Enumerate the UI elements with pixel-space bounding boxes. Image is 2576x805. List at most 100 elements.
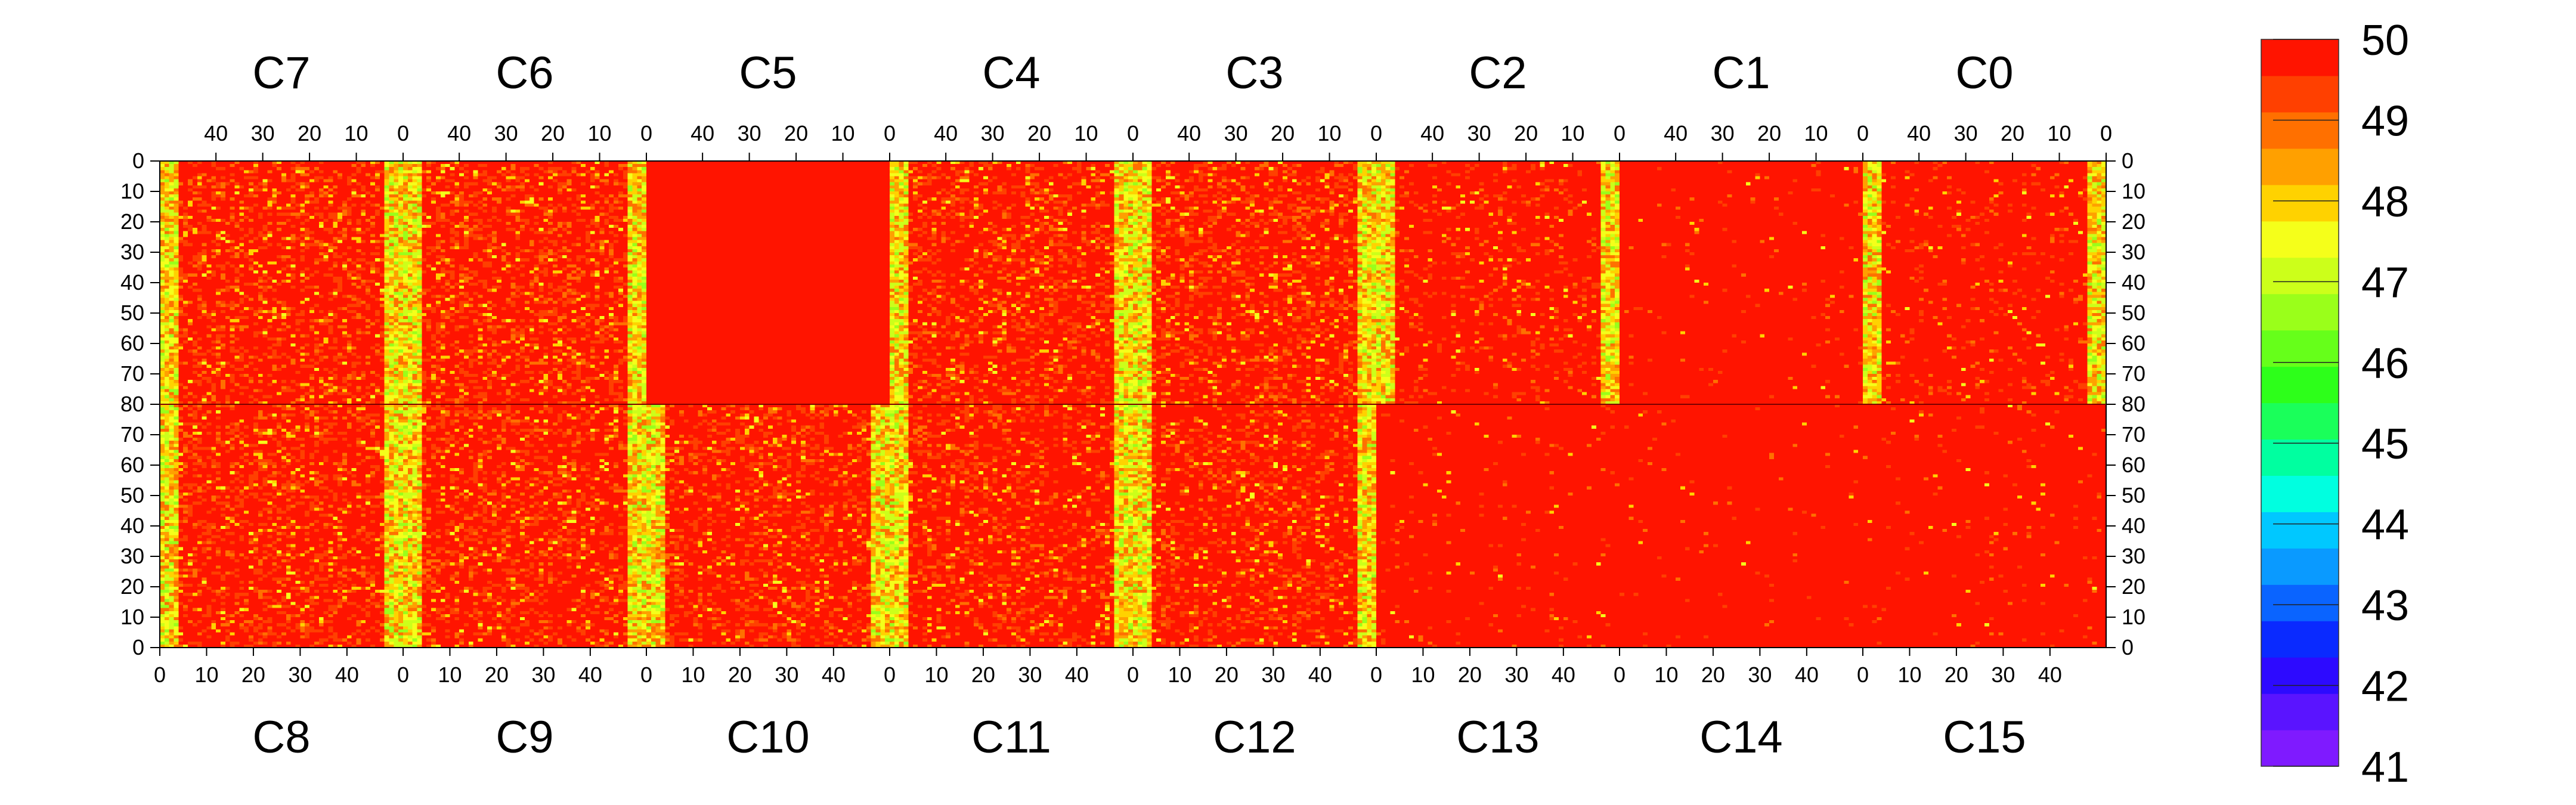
bottom-x-tick-label: 40 <box>1065 662 1089 687</box>
y-tick-label: 70 <box>120 422 144 447</box>
colorbar-swatch <box>2261 366 2339 404</box>
y-tick-label: 10 <box>120 179 144 203</box>
colorbar-swatch <box>2261 148 2339 185</box>
top-x-tick-label: 40 <box>204 121 228 145</box>
top-x-tick-label: 10 <box>831 121 855 145</box>
top-x-tick-label: 40 <box>1420 121 1444 145</box>
top-x-tick-label: 10 <box>588 121 612 145</box>
y-tick-label: 20 <box>120 209 144 234</box>
top-x-tick-label: 10 <box>1804 121 1828 145</box>
bottom-x-tick-label: 30 <box>1991 662 2015 687</box>
y-tick-label: 20 <box>120 574 144 599</box>
bottom-x-tick-label: 40 <box>335 662 359 687</box>
bottom-x-tick-label: 0 <box>1370 662 1382 687</box>
top-x-tick-label: 30 <box>981 121 1005 145</box>
top-x-tick-label: 30 <box>738 121 761 145</box>
top-x-tick-label: 10 <box>2048 121 2072 145</box>
top-x-tick-label: 0 <box>2100 121 2112 145</box>
y-tick-label: 20 <box>2122 574 2145 599</box>
top-x-tick-label: 30 <box>494 121 518 145</box>
chip-label-c13: C13 <box>1456 712 1539 763</box>
bottom-x-tick-label: 30 <box>1261 662 1285 687</box>
chip-label-c4: C4 <box>982 48 1040 98</box>
top-x-tick-label: 40 <box>934 121 958 145</box>
top-x-tick-label: 20 <box>784 121 808 145</box>
top-x-tick-label: 0 <box>640 121 652 145</box>
top-x-tick-label: 10 <box>1075 121 1098 145</box>
heatmap-plot-area <box>159 160 2107 648</box>
colorbar-swatch <box>2261 584 2339 621</box>
chip-label-c7: C7 <box>252 48 310 98</box>
bottom-x-tick-label: 0 <box>397 662 409 687</box>
chip-label-c3: C3 <box>1225 48 1283 98</box>
top-x-tick-label: 40 <box>1664 121 1688 145</box>
colorbar-swatch <box>2261 184 2339 222</box>
top-x-tick-label: 10 <box>345 121 369 145</box>
colorbar-swatch <box>2261 221 2339 258</box>
y-tick-label: 80 <box>120 392 144 416</box>
top-x-tick-label: 20 <box>2001 121 2024 145</box>
bottom-x-tick-label: 30 <box>288 662 312 687</box>
y-tick-label: 10 <box>2122 605 2145 629</box>
colorbar-tick-label: 42 <box>2361 663 2409 711</box>
bottom-x-tick-label: 10 <box>1897 662 1921 687</box>
bottom-x-tick-label: 40 <box>1795 662 1819 687</box>
bottom-x-tick-label: 30 <box>1504 662 1528 687</box>
bottom-x-tick-label: 30 <box>775 662 798 687</box>
top-x-tick-label: 0 <box>1370 121 1382 145</box>
top-x-tick-label: 20 <box>298 121 321 145</box>
colorbar-swatch <box>2261 439 2339 476</box>
y-tick-label: 30 <box>120 240 144 264</box>
y-tick-label: 10 <box>120 605 144 629</box>
bottom-x-tick-label: 20 <box>728 662 752 687</box>
y-tick-label: 30 <box>2122 544 2145 568</box>
colorbar-swatch <box>2261 402 2339 440</box>
colorbar: 50 49 48 47 46 45 44 43 42 41 <box>2261 17 2409 791</box>
colorbar-swatch <box>2261 657 2339 694</box>
top-x-tick-label: 10 <box>1318 121 1342 145</box>
top-x-tick-label: 0 <box>397 121 409 145</box>
colorbar-tick-label: 47 <box>2361 259 2409 306</box>
colorbar-swatch <box>2261 112 2339 149</box>
chip-label-c14: C14 <box>1699 712 1782 763</box>
y-tick-label: 0 <box>2122 148 2134 173</box>
bottom-x-tick-label: 0 <box>1127 662 1139 687</box>
y-tick-label: 50 <box>2122 301 2145 325</box>
bottom-x-tick-label: 10 <box>438 662 462 687</box>
y-tick-label: 60 <box>2122 453 2145 477</box>
bottom-x-tick-label: 40 <box>2038 662 2062 687</box>
colorbar-tick-label: 48 <box>2361 178 2409 226</box>
colorbar-swatch <box>2261 548 2339 585</box>
top-x-tick-label: 40 <box>447 121 471 145</box>
top-x-tick-label: 0 <box>2100 121 2112 145</box>
top-x-tick-label: 30 <box>1711 121 1735 145</box>
y-tick-label: 40 <box>2122 513 2145 538</box>
bottom-x-tick-label: 10 <box>924 662 948 687</box>
y-tick-label: 60 <box>2122 331 2145 355</box>
colorbar-tick-label: 43 <box>2361 582 2409 630</box>
bottom-x-tick-label: 10 <box>1168 662 1191 687</box>
chip-label-c9: C9 <box>496 712 553 763</box>
top-x-tick-label: 40 <box>1177 121 1201 145</box>
colorbar-swatch <box>2261 75 2339 113</box>
y-tick-label: 50 <box>120 301 144 325</box>
chip-label-c8: C8 <box>252 712 310 763</box>
colorbar-swatch <box>2261 330 2339 367</box>
y-tick-label: 40 <box>120 270 144 295</box>
y-tick-label: 40 <box>120 513 144 538</box>
y-tick-label: 60 <box>120 331 144 355</box>
y-tick-label: 30 <box>2122 240 2145 264</box>
bottom-x-tick-label: 0 <box>154 662 166 687</box>
colorbar-swatch <box>2261 512 2339 549</box>
top-x-tick-label: 30 <box>1954 121 1978 145</box>
y-tick-label: 60 <box>120 453 144 477</box>
bottom-x-tick-label: 30 <box>531 662 555 687</box>
colorbar-tick-label: 49 <box>2361 97 2409 145</box>
colorbar-swatch <box>2261 475 2339 512</box>
chip-label-c11: C11 <box>971 712 1051 763</box>
top-x-tick-label: 20 <box>1271 121 1295 145</box>
top-x-tick-label: 0 <box>1614 121 1626 145</box>
top-x-tick-label: 10 <box>1561 121 1585 145</box>
bottom-x-tick-label: 0 <box>884 662 896 687</box>
top-x-tick-label: 0 <box>1857 121 1869 145</box>
